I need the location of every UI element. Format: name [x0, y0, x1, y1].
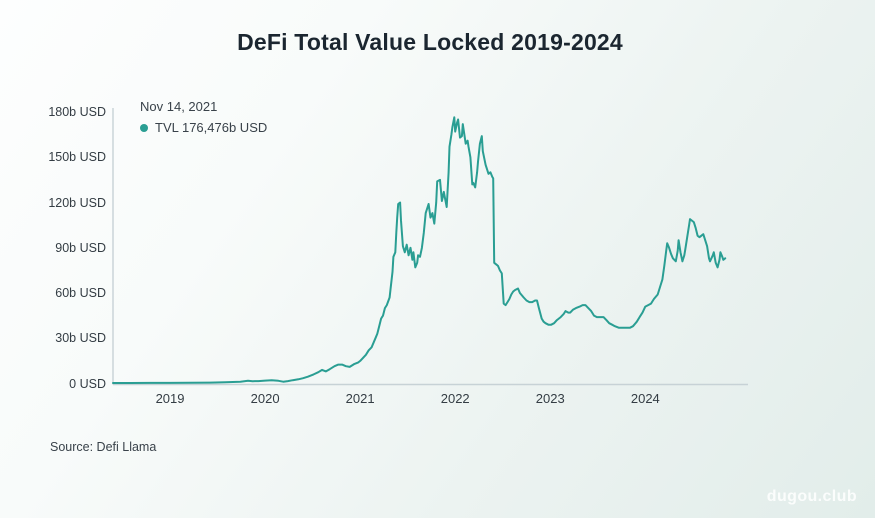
y-tick-label: 0 USD — [69, 376, 106, 391]
x-tick-label: 2020 — [250, 391, 280, 406]
source-caption: Source: Defi Llama — [50, 440, 157, 454]
y-tick-label: 60b USD — [55, 286, 106, 300]
chart-title: DeFi Total Value Locked 2019-2024 — [237, 29, 623, 55]
tooltip-date: Nov 14, 2021 — [140, 99, 218, 114]
tooltip: Nov 14, 2021 TVL 176,476b USD — [140, 99, 267, 135]
series-marker-icon — [140, 123, 148, 132]
y-tick-label: 180b USD — [48, 105, 106, 119]
tvl-line — [112, 116, 727, 384]
y-tick-label: 90b USD — [55, 240, 106, 255]
x-tick-label: 2021 — [345, 391, 375, 406]
x-tick-label: 2024 — [630, 391, 660, 406]
x-tick-label: 2022 — [440, 391, 470, 406]
x-tick-label: 2019 — [155, 391, 185, 406]
tooltip-value: TVL 176,476b USD — [155, 120, 268, 135]
y-tick-label: 30b USD — [55, 331, 106, 346]
tooltip-value-row: TVL 176,476b USD — [140, 120, 267, 135]
y-tick-label: 120b USD — [48, 195, 106, 210]
y-tick-label: 150b USD — [48, 150, 106, 165]
watermark: dugou.club — [766, 488, 857, 505]
x-tick-label: 2023 — [535, 391, 565, 406]
